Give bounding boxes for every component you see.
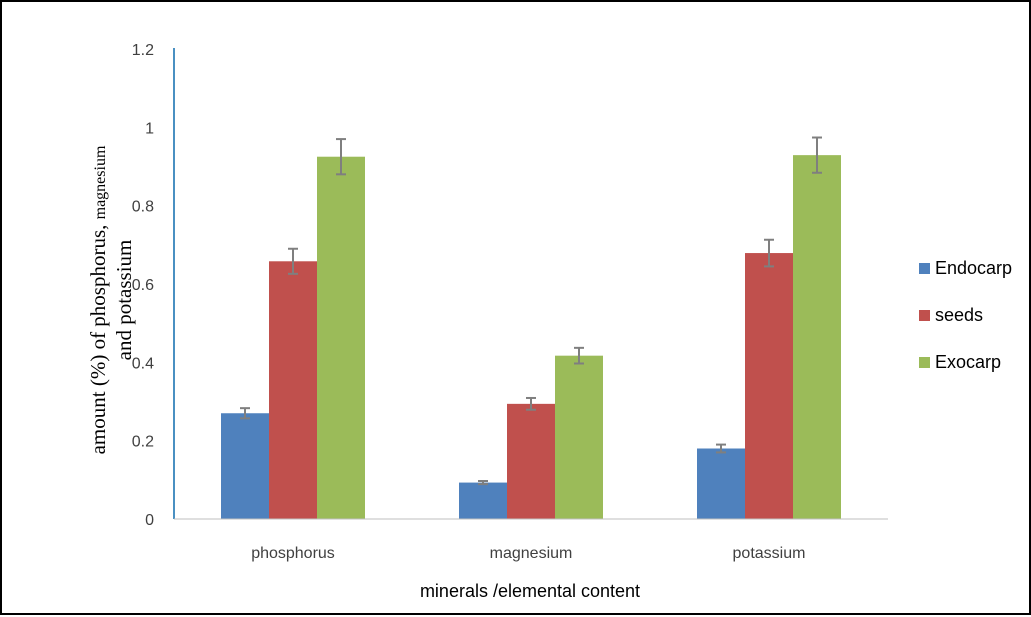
bar-seeds-potassium: [745, 253, 793, 519]
y-axis-title-line-1: amount (%) of phosphorus, magnesium: [86, 145, 110, 454]
bar-endocarp-phosphorus: [221, 413, 269, 519]
legend-label-seeds: seeds: [935, 305, 983, 325]
legend-label-endocarp: Endocarp: [935, 258, 1012, 278]
y-axis-title-line-2: and potassium: [112, 240, 136, 361]
bar-endocarp-potassium: [697, 448, 745, 519]
legend: Endocarp seeds Exocarp: [919, 258, 1012, 372]
y-axis-ticks: 0 0.2 0.4 0.6 0.8 1 1.2: [132, 42, 154, 529]
y-tick-label: 0: [145, 512, 154, 529]
bar-exocarp-phosphorus: [317, 156, 365, 520]
bar-endocarp-magnesium: [459, 482, 507, 519]
error-bar-endocarp-magnesium: [478, 480, 488, 486]
y-axis-title: amount (%) of phosphorus, magnesium and …: [86, 145, 136, 454]
legend-swatch-exocarp: [919, 357, 930, 368]
error-bar-exocarp-potassium: [812, 136, 822, 174]
legend-swatch-endocarp: [919, 263, 930, 274]
y-tick-label: 0.6: [132, 277, 154, 294]
y-tick-label: 0.4: [132, 355, 154, 372]
legend-label-exocarp: Exocarp: [935, 352, 1001, 372]
error-bar-endocarp-potassium: [716, 443, 726, 454]
x-tick-label-phosphorus: phosphorus: [251, 545, 335, 562]
x-axis-categories: phosphorus magnesium potassium: [251, 545, 805, 562]
bars-layer: [221, 155, 841, 520]
x-tick-label-magnesium: magnesium: [490, 545, 573, 562]
error-bar-exocarp-phosphorus: [336, 138, 346, 176]
legend-swatch-seeds: [919, 310, 930, 321]
bar-exocarp-magnesium: [555, 355, 603, 519]
error-bar-exocarp-magnesium: [574, 346, 584, 365]
y-tick-label: 0.8: [132, 199, 154, 216]
y-tick-label: 1.2: [132, 42, 154, 59]
x-axis-title: minerals /elemental content: [420, 581, 640, 601]
error-bar-endocarp-phosphorus: [240, 407, 250, 420]
y-tick-label: 1: [145, 120, 154, 137]
error-bar-seeds-phosphorus: [288, 247, 298, 275]
bar-seeds-phosphorus: [269, 261, 317, 519]
bar-exocarp-potassium: [793, 155, 841, 519]
error-bar-seeds-potassium: [764, 238, 774, 268]
x-tick-label-potassium: potassium: [733, 545, 806, 562]
bar-seeds-magnesium: [507, 403, 555, 519]
error-bars-layer: [240, 136, 822, 486]
error-bar-seeds-magnesium: [526, 396, 536, 411]
y-tick-label: 0.2: [132, 434, 154, 451]
